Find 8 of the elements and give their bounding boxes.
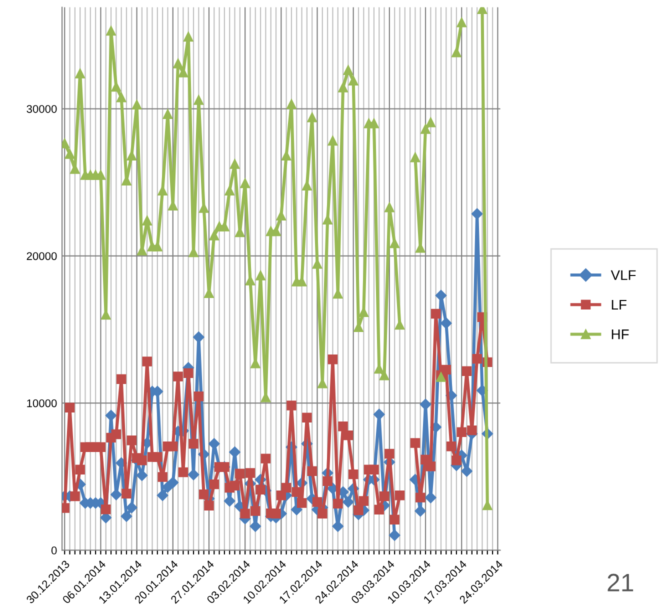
text: 21 [608, 574, 634, 592]
legend-label: VLF [610, 270, 636, 280]
y-tick-label: 30000 [26, 105, 57, 113]
legend-label: LF [612, 300, 626, 310]
legend-label: HF [612, 330, 629, 340]
y-tick-label: 10000 [27, 399, 57, 408]
y-tick-label: 20000 [26, 252, 57, 260]
y-tick-label: 0 [51, 546, 57, 554]
